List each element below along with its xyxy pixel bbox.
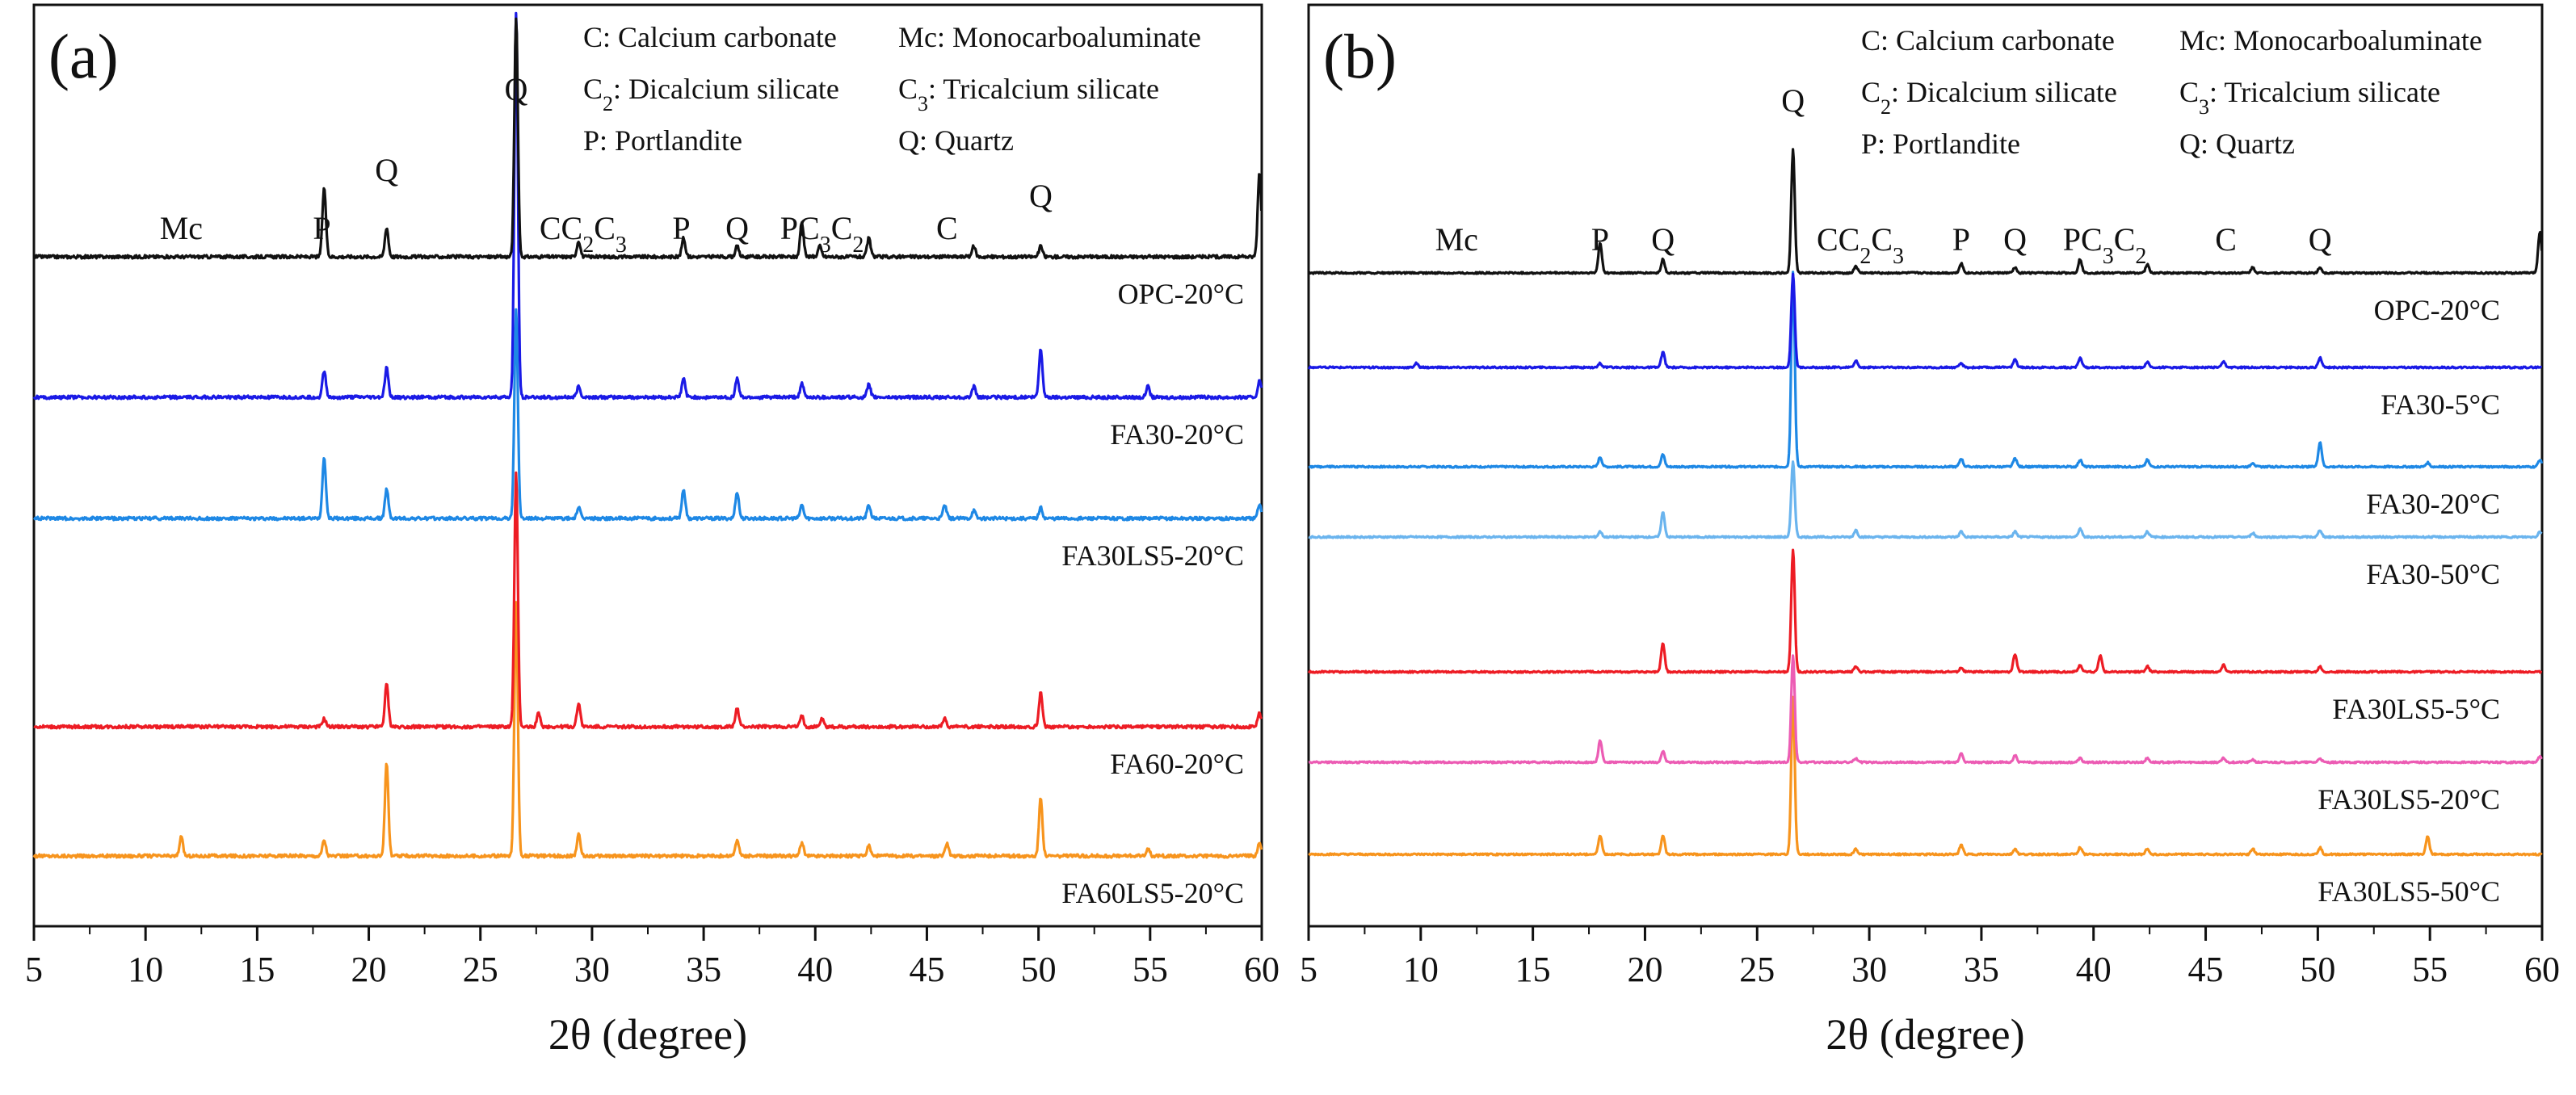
x-tick-label: 55 <box>2412 950 2448 989</box>
phase-key-entry: Q: Quartz <box>898 124 1014 157</box>
series-label: FA30-20°C <box>1110 418 1244 451</box>
panel-letter: (b) <box>1323 21 1397 91</box>
x-tick-label: 50 <box>2300 950 2335 989</box>
x-tick-label: 15 <box>1515 950 1551 989</box>
phase-key-entry: C3: Tricalcium silicate <box>2179 76 2440 119</box>
peak-annotation: P <box>1591 221 1609 258</box>
series-label: FA30-20°C <box>2366 488 2500 520</box>
phase-key-entry: C2: Dicalcium silicate <box>583 73 839 115</box>
x-tick-label: 40 <box>2076 950 2112 989</box>
series-line <box>32 11 1263 401</box>
peak-annotation: Mc <box>160 210 203 246</box>
series-label: FA30LS5-50°C <box>2318 875 2500 908</box>
x-tick-label: 35 <box>686 950 721 989</box>
series-label: FA30-50°C <box>2366 558 2500 590</box>
x-tick-label: 15 <box>239 950 275 989</box>
series-label: OPC-20°C <box>2374 294 2500 326</box>
phase-key-entry: C3: Tricalcium silicate <box>898 73 1159 115</box>
panel-letter: (a) <box>48 21 119 91</box>
phase-key-entry: C: Calcium carbonate <box>583 21 837 53</box>
series-line <box>33 17 1263 260</box>
x-tick-label: 50 <box>1021 950 1057 989</box>
series-line <box>1307 548 2543 674</box>
peak-annotation: Q <box>1029 178 1053 214</box>
peak-annotation: PC3C2 <box>2063 221 2147 269</box>
phase-key-entry: Mc: Monocarboaluminate <box>2179 24 2482 57</box>
x-tick-label: 60 <box>1244 950 1280 989</box>
x-tick-label: 55 <box>1133 950 1168 989</box>
x-tick-label: 20 <box>351 950 387 989</box>
phase-key-entry: C: Calcium carbonate <box>1861 24 2115 57</box>
panel-a: 5 10 15 20 25 30 35 40 45 50 55 60 2θ (degree) (a) C: … <box>25 3 1280 1059</box>
series-line <box>1308 695 2543 857</box>
peak-annotation: Mc <box>1435 221 1478 258</box>
series-label: FA60LS5-20°C <box>1061 877 1244 909</box>
peak-annotation: Q <box>725 210 749 246</box>
x-tick-label: 45 <box>2188 950 2224 989</box>
x-tick-label: 20 <box>1627 950 1662 989</box>
phase-key-entry: Q: Quartz <box>2179 128 2295 160</box>
x-tick-label: 45 <box>909 950 944 989</box>
series-label: FA30LS5-20°C <box>2318 783 2500 816</box>
series-line <box>1308 654 2543 765</box>
x-tick-label: 25 <box>1739 950 1775 989</box>
series-line <box>32 601 1263 859</box>
peak-annotation: C <box>2215 221 2237 258</box>
x-tick-label: 10 <box>1403 950 1439 989</box>
phase-key-entry: C2: Dicalcium silicate <box>1861 76 2117 119</box>
x-tick-label: 10 <box>128 950 163 989</box>
phase-key-entry: Mc: Monocarboaluminate <box>898 21 1201 53</box>
x-tick-label: 30 <box>574 950 610 989</box>
series-label: OPC-20°C <box>1118 278 1244 310</box>
series-line <box>1308 460 2543 539</box>
x-tick-label: 60 <box>2524 950 2560 989</box>
x-tick-label: 30 <box>1851 950 1887 989</box>
peak-annotation: Q <box>1781 82 1805 119</box>
peak-annotation: C <box>936 210 958 246</box>
peak-annotation: CC2C3 <box>1817 221 1904 269</box>
x-axis-title: 2θ (degree) <box>548 1010 747 1059</box>
series-line <box>33 471 1263 730</box>
panel-b: 5 10 15 20 25 30 35 40 45 50 55 60 2θ (degree) (b) C: … <box>1300 3 2560 1059</box>
peak-annotation: Q <box>375 152 398 188</box>
series-line <box>32 308 1263 522</box>
peak-annotation: P <box>672 210 690 246</box>
series-label: FA30LS5-20°C <box>1061 539 1244 572</box>
x-tick-label: 40 <box>797 950 833 989</box>
series-label: FA30LS5-5°C <box>2332 693 2500 725</box>
series-label: FA30-5°C <box>2381 388 2500 421</box>
x-axis-title: 2θ (degree) <box>1826 1010 2024 1059</box>
series-line <box>1308 271 2544 469</box>
peak-annotation: Q <box>2309 221 2332 258</box>
phase-key-entry: P: Portlandite <box>1861 128 2020 160</box>
peak-annotation: CC2C3 <box>540 210 627 258</box>
phase-key-entry: P: Portlandite <box>583 124 742 157</box>
peak-annotation: P <box>1952 221 1970 258</box>
series-label: FA60-20°C <box>1110 748 1244 780</box>
peak-annotation: Q <box>2003 221 2027 258</box>
x-tick-label: 5 <box>1300 950 1317 989</box>
x-tick-label: 5 <box>25 950 43 989</box>
x-tick-label: 35 <box>1964 950 1999 989</box>
series-line <box>1307 272 2543 370</box>
x-tick-label: 25 <box>463 950 498 989</box>
peak-annotation: Q <box>1651 221 1675 258</box>
series-line <box>1307 148 2544 275</box>
